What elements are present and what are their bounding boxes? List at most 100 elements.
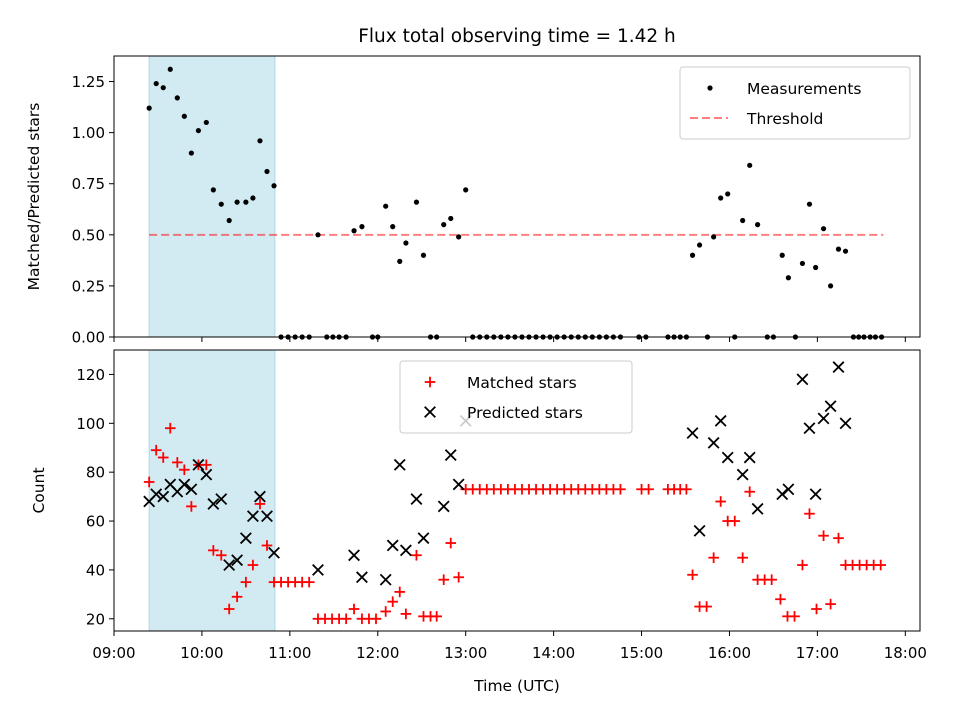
x-tick-label: 11:00: [268, 644, 311, 662]
data-point-stroke: [796, 373, 809, 386]
data-point: [399, 544, 412, 557]
data-point-stroke: [386, 539, 399, 552]
legend: Measurements Threshold: [679, 66, 911, 140]
bottom-panel-counts: 20 40 60 80 100 120 09:00 10:00 11:00 12:00 13:00 1…: [30, 349, 927, 662]
shaded-span: [148, 55, 276, 338]
data-point-stroke: [379, 573, 392, 586]
data-point: [303, 576, 315, 588]
data-point: [186, 501, 197, 512]
data-point: [393, 458, 406, 471]
data-point: [223, 559, 236, 571]
data-point: [820, 226, 827, 232]
data-point: [240, 576, 252, 588]
data-point: [312, 563, 324, 576]
data-point-stroke: [714, 414, 727, 427]
data-point-stroke: [839, 417, 852, 430]
data-point: [681, 483, 692, 495]
data-point-stroke: [824, 400, 837, 413]
data-point: [701, 601, 712, 612]
data-point: [782, 483, 795, 496]
data-point: [766, 574, 777, 585]
data-point: [387, 596, 399, 607]
data-point: [729, 515, 741, 527]
data-point-stroke: [231, 554, 244, 567]
data-point: [715, 496, 726, 507]
data-point: [207, 498, 220, 510]
data-point: [215, 549, 227, 561]
data-point: [740, 217, 746, 224]
data-point: [403, 240, 409, 246]
data-point-stroke: [751, 502, 764, 515]
legend-marker: [707, 85, 713, 91]
y-tick-label: 80: [86, 464, 105, 482]
data-point: [751, 502, 764, 515]
legend-label: Threshold: [746, 110, 823, 128]
data-point: [875, 559, 886, 571]
data-point: [693, 524, 706, 537]
data-point: [687, 569, 698, 581]
data-point: [445, 537, 457, 549]
data-point: [736, 468, 749, 481]
data-point: [150, 444, 162, 456]
shaded-span: [148, 349, 276, 632]
x-tick-label: 13:00: [444, 644, 487, 662]
data-point-stroke: [207, 498, 220, 510]
data-point: [160, 85, 166, 91]
data-point: [686, 427, 699, 440]
data-point-stroke: [444, 449, 457, 462]
data-point: [721, 451, 734, 464]
y-tick-label: 0.25: [72, 277, 105, 295]
data-point-stroke: [356, 571, 368, 584]
x-tick-label: 17:00: [796, 644, 839, 662]
data-point: [799, 260, 806, 267]
data-point-stroke: [410, 493, 423, 505]
data-point: [441, 222, 447, 228]
data-point: [785, 275, 791, 281]
data-point: [254, 498, 266, 510]
data-point: [718, 195, 724, 201]
data-point-stroke: [192, 458, 205, 471]
data-point-stroke: [809, 488, 822, 501]
data-point: [789, 611, 800, 622]
data-point: [825, 598, 836, 610]
y-tick-label: 120: [76, 366, 105, 384]
legend-box: [679, 66, 911, 140]
data-point: [348, 603, 360, 615]
data-point: [359, 224, 365, 230]
data-point: [456, 234, 462, 240]
data-point: [835, 246, 842, 252]
data-point: [842, 248, 849, 254]
data-point-stroke: [803, 422, 816, 435]
data-point: [153, 80, 159, 87]
data-point-stroke: [721, 451, 734, 464]
data-point: [708, 552, 719, 563]
data-point: [150, 488, 163, 501]
legend-box: [399, 360, 633, 434]
data-point: [696, 242, 703, 248]
data-point: [390, 224, 396, 230]
data-point: [254, 490, 266, 503]
data-point-stroke: [223, 559, 236, 571]
data-point: [203, 119, 209, 126]
y-tick-label: 1.25: [72, 73, 105, 91]
legend-label: Predicted stars: [467, 404, 583, 422]
data-point-stroke: [782, 483, 795, 496]
data-point: [356, 571, 368, 584]
data-point: [379, 573, 392, 586]
data-point: [271, 183, 277, 189]
data-point: [380, 606, 391, 617]
data-point: [803, 422, 816, 435]
data-point-stroke: [736, 468, 749, 481]
data-point: [453, 571, 464, 583]
data-point: [315, 232, 321, 238]
data-point-stroke: [348, 549, 360, 562]
plot-area: [146, 55, 885, 340]
y-axis-label: Count: [30, 467, 48, 513]
legend-marker: [424, 376, 436, 388]
data-point: [146, 105, 152, 111]
data-point-stroke: [246, 510, 259, 523]
data-point-stroke: [215, 493, 228, 505]
y-tick-label: 1.00: [72, 124, 105, 142]
legend: Matched stars Predicted stars: [399, 360, 633, 434]
